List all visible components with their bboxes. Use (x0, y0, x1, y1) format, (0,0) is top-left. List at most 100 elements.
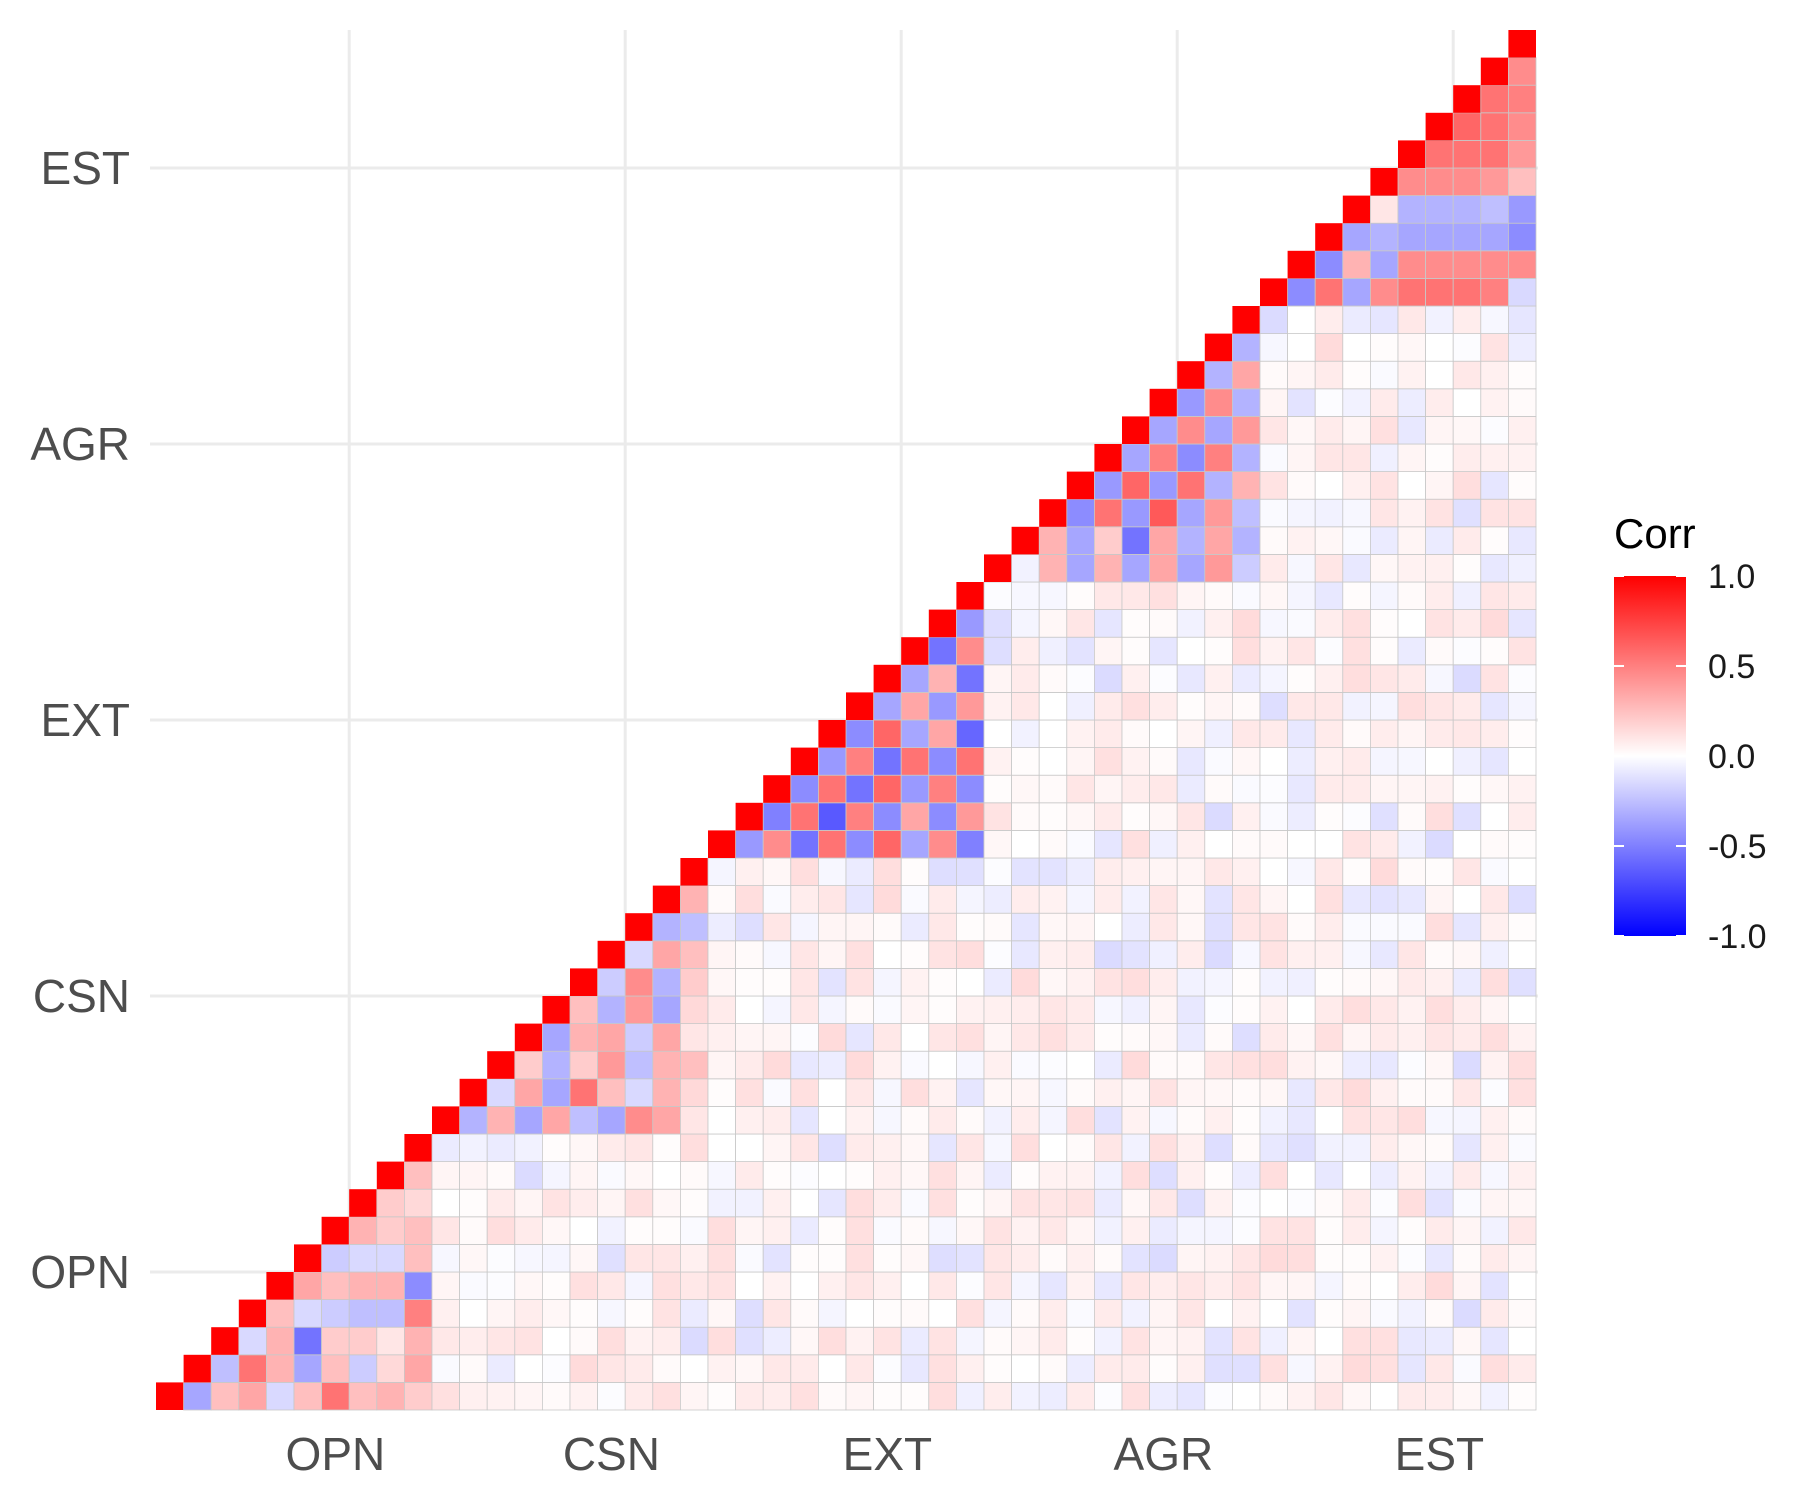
heatmap-cell (818, 912, 847, 942)
heatmap-cell (790, 912, 819, 942)
heatmap-cell (1038, 940, 1068, 969)
heatmap-cell (1397, 222, 1427, 252)
heatmap-cell (1287, 802, 1316, 831)
heatmap-cell (1370, 554, 1399, 583)
heatmap-cell (1204, 1354, 1233, 1383)
heatmap-cell (1176, 719, 1206, 749)
heatmap-cell (1259, 526, 1289, 555)
heatmap-cell (1121, 830, 1151, 859)
heatmap-cell (1425, 912, 1454, 942)
heatmap-cell (845, 1216, 875, 1245)
heatmap-cell (1397, 747, 1427, 776)
heatmap-cell (1176, 554, 1206, 583)
heatmap-cell (459, 1299, 488, 1328)
heatmap-cell (1232, 912, 1261, 942)
heatmap-cell (735, 1326, 764, 1356)
heatmap-cell (1314, 305, 1344, 335)
heatmap-cell (900, 857, 930, 887)
heatmap-cell (1370, 968, 1399, 997)
heatmap-cell (1342, 1078, 1371, 1107)
heatmap-cell (1259, 1326, 1289, 1356)
heatmap-cell (514, 1133, 543, 1163)
heatmap-cell (1011, 1216, 1040, 1245)
heatmap-cell (1425, 1106, 1454, 1135)
heatmap-cell (1066, 857, 1095, 887)
heatmap-cell (983, 1354, 1013, 1383)
heatmap-cell (486, 1271, 516, 1301)
heatmap-cell (790, 1078, 819, 1107)
legend-tick-label: -0.5 (1708, 828, 1767, 866)
heatmap-cell (569, 1106, 599, 1135)
heatmap-cell (1397, 526, 1427, 555)
heatmap-cell (1259, 305, 1289, 335)
heatmap-cell (1204, 747, 1233, 776)
heatmap-cell (1370, 1050, 1399, 1080)
heatmap-cell (1425, 857, 1454, 887)
heatmap-cell (1425, 1216, 1454, 1245)
heatmap-cell (818, 1023, 847, 1052)
heatmap-cell-diagonal (1094, 444, 1122, 472)
heatmap-cell (1287, 609, 1316, 638)
heatmap-cell (1176, 1382, 1206, 1411)
heatmap-cell (1452, 636, 1482, 666)
heatmap-cell (1508, 581, 1537, 611)
heatmap-cell (956, 857, 985, 887)
heatmap-cell (956, 802, 985, 831)
heatmap-cell (1480, 112, 1509, 141)
heatmap-cell (1204, 664, 1233, 693)
heatmap-cell (597, 1078, 626, 1107)
heatmap-cell (1370, 1244, 1399, 1273)
heatmap-cell-diagonal (625, 913, 653, 941)
heatmap-cell (983, 1271, 1013, 1301)
heatmap-cell (1397, 1244, 1427, 1273)
heatmap-cell (1038, 1271, 1068, 1301)
heatmap-cell (1397, 968, 1427, 997)
heatmap-cell (1149, 912, 1178, 942)
heatmap-cell (1314, 415, 1344, 445)
heatmap-cell (1397, 581, 1427, 611)
heatmap-cell (873, 830, 902, 859)
heatmap-cell (1480, 526, 1509, 555)
heatmap-cell (431, 1382, 461, 1411)
heatmap-cell (1480, 1216, 1509, 1245)
heatmap-cell (1342, 581, 1371, 611)
heatmap-cell (1425, 1244, 1454, 1273)
heatmap-cell (845, 1188, 875, 1218)
heatmap-cell (1480, 305, 1509, 335)
heatmap-cell (1342, 719, 1371, 749)
heatmap-cell (1452, 1326, 1482, 1356)
heatmap-cell (1149, 581, 1178, 611)
heatmap-cell (1480, 1299, 1509, 1328)
heatmap-cell (1259, 719, 1289, 749)
heatmap-cell (790, 802, 819, 831)
heatmap-cell (514, 1106, 543, 1135)
heatmap-cell-diagonal (1260, 278, 1288, 306)
heatmap-cell-diagonal (597, 940, 626, 969)
heatmap-cell (707, 885, 737, 914)
heatmap-cell (735, 1023, 764, 1052)
heatmap-cell (1342, 360, 1371, 390)
heatmap-cell (735, 1271, 764, 1301)
heatmap-cell (1452, 1078, 1482, 1107)
heatmap-cell (1314, 1106, 1344, 1135)
heatmap-cell (1370, 415, 1399, 445)
heatmap-cell (983, 664, 1013, 693)
heatmap-cell (652, 1216, 681, 1245)
heatmap-cell (790, 1106, 819, 1135)
heatmap-cell (1370, 1354, 1399, 1383)
heatmap-cell (983, 830, 1013, 859)
heatmap-cell (1370, 774, 1399, 804)
heatmap-cell (928, 1023, 957, 1052)
heatmap-cell (1508, 167, 1537, 197)
heatmap-cell (1038, 1354, 1068, 1383)
heatmap-cell (569, 1050, 599, 1080)
heatmap-cell-diagonal (901, 637, 929, 665)
heatmap-cell (1370, 719, 1399, 749)
heatmap-cell (956, 885, 985, 914)
heatmap-cell (1508, 1078, 1537, 1107)
heatmap-cell (1204, 1050, 1233, 1080)
heatmap-cell (597, 995, 626, 1025)
heatmap-cell (652, 1382, 681, 1411)
heatmap-cell (1232, 1216, 1261, 1245)
